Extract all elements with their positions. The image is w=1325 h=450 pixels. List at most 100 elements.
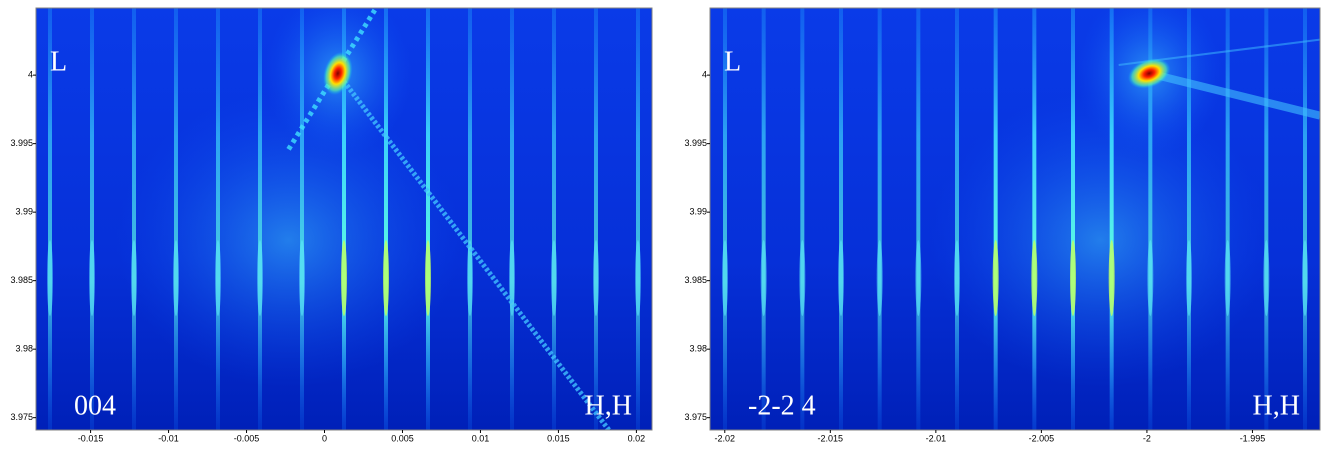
y-tick-label: 3.995 [10, 138, 33, 148]
crystal-truncation-streak [1225, 8, 1230, 430]
streak-highlight [992, 240, 999, 317]
crystal-truncation-streak [1032, 8, 1037, 430]
streak-highlight [915, 240, 922, 317]
x-tick-label: -2.005 [1029, 433, 1055, 443]
annotation: -2-2 4 [748, 390, 816, 421]
x-tick-label: -0.01 [158, 433, 179, 443]
y-tick-label: 3.975 [10, 412, 33, 422]
streak-highlight [425, 240, 431, 317]
analyzer-streak [1148, 69, 1320, 120]
bragg-peak [1127, 58, 1171, 89]
streak-highlight [1031, 240, 1038, 317]
streak-highlight [722, 240, 728, 317]
crystal-truncation-streak [839, 8, 843, 430]
crystal-truncation-streak [916, 8, 921, 430]
crystal-truncation-streak [1109, 8, 1114, 430]
x-tick-label: -0.005 [234, 433, 260, 443]
x-tick-label: 0 [322, 433, 327, 443]
x-tick-label: -0.015 [78, 433, 104, 443]
streak-highlight [1147, 240, 1154, 317]
crystal-truncation-streak [426, 8, 430, 430]
streak-highlight [954, 240, 960, 317]
y-tick-label: 3.985 [10, 275, 33, 285]
crystal-truncation-streak [48, 8, 52, 430]
y-tick-label: 3.98 [15, 344, 33, 354]
x-tick-label: 0.01 [472, 433, 490, 443]
crystal-truncation-streak [993, 8, 998, 430]
x-tick-label: 0.015 [547, 433, 570, 443]
y-tick-label: 4 [28, 70, 33, 80]
streak-highlight [89, 240, 95, 317]
plot-frame [35, 7, 653, 431]
y-tick-label: 3.99 [15, 207, 33, 217]
annotation: H,H [585, 390, 632, 421]
streak-highlight [299, 240, 305, 317]
x-tick-label: -1.995 [1240, 433, 1266, 443]
y-tick-label: 4 [702, 70, 707, 80]
x-tick-label: -2 [1143, 433, 1151, 443]
crystal-truncation-streak [384, 8, 388, 430]
annotation: H,H [1253, 390, 1300, 421]
streak-highlight [799, 240, 806, 317]
crystal-truncation-streak [1071, 8, 1075, 430]
crystal-truncation-streak [552, 8, 556, 430]
x-tick-label: 0.02 [628, 433, 646, 443]
streak-highlight [383, 240, 389, 317]
streak-highlight [876, 240, 883, 317]
crystal-truncation-streak [1264, 8, 1269, 430]
heatmap [36, 8, 652, 430]
crystal-truncation-streak [1303, 8, 1307, 430]
streak-highlight [1224, 240, 1231, 317]
annotation: L [50, 46, 67, 77]
plot-frame [709, 7, 1321, 431]
bragg-peak [323, 51, 353, 95]
crystal-truncation-streak [258, 8, 262, 430]
heatmap [710, 8, 1320, 430]
diffuse-glow [116, 92, 462, 388]
crystal-truncation-streak [955, 8, 959, 430]
streak-highlight [551, 240, 557, 317]
crystal-truncation-streak [174, 8, 178, 430]
x-tick-label: -2.015 [818, 433, 844, 443]
crystal-truncation-streak [800, 8, 805, 430]
streak-highlight [635, 240, 641, 317]
streak-highlight [1263, 240, 1270, 317]
streak-highlight [341, 240, 347, 317]
crystal-truncation-streak [510, 8, 514, 430]
streak-highlight [131, 240, 137, 317]
streak-highlight [760, 240, 767, 317]
streak-highlight [467, 240, 473, 317]
y-tick-label: 3.985 [684, 275, 707, 285]
y-tick-label: 3.99 [689, 207, 707, 217]
crystal-truncation-streak [761, 8, 766, 430]
streak-highlight [1302, 240, 1308, 317]
streak-highlight [173, 240, 179, 317]
crystal-truncation-streak [468, 8, 472, 430]
streak-highlight [215, 240, 221, 317]
streak-highlight [257, 240, 263, 317]
x-tick-label: -2.01 [926, 433, 947, 443]
crystal-truncation-streak [342, 8, 346, 430]
streak-highlight [838, 240, 844, 317]
crystal-truncation-streak [90, 8, 94, 430]
x-tick-label: -2.02 [715, 433, 736, 443]
annotation: L [724, 46, 741, 77]
crystal-truncation-streak [594, 8, 598, 430]
crystal-truncation-streak [300, 8, 304, 430]
streak-highlight [47, 240, 53, 317]
annotation: 004 [74, 390, 116, 421]
crystal-truncation-streak [1148, 8, 1153, 430]
y-tick-label: 3.995 [684, 138, 707, 148]
streak-highlight [1108, 240, 1115, 317]
crystal-truncation-streak [216, 8, 220, 430]
streak-highlight [1070, 240, 1076, 317]
y-tick-label: 3.975 [684, 412, 707, 422]
crystal-truncation-streak [877, 8, 882, 430]
crystal-truncation-streak [636, 8, 640, 430]
crystal-truncation-streak [1187, 8, 1191, 430]
x-tick-label: 0.005 [391, 433, 414, 443]
crystal-truncation-streak [723, 8, 727, 430]
diffuse-glow [929, 92, 1272, 388]
